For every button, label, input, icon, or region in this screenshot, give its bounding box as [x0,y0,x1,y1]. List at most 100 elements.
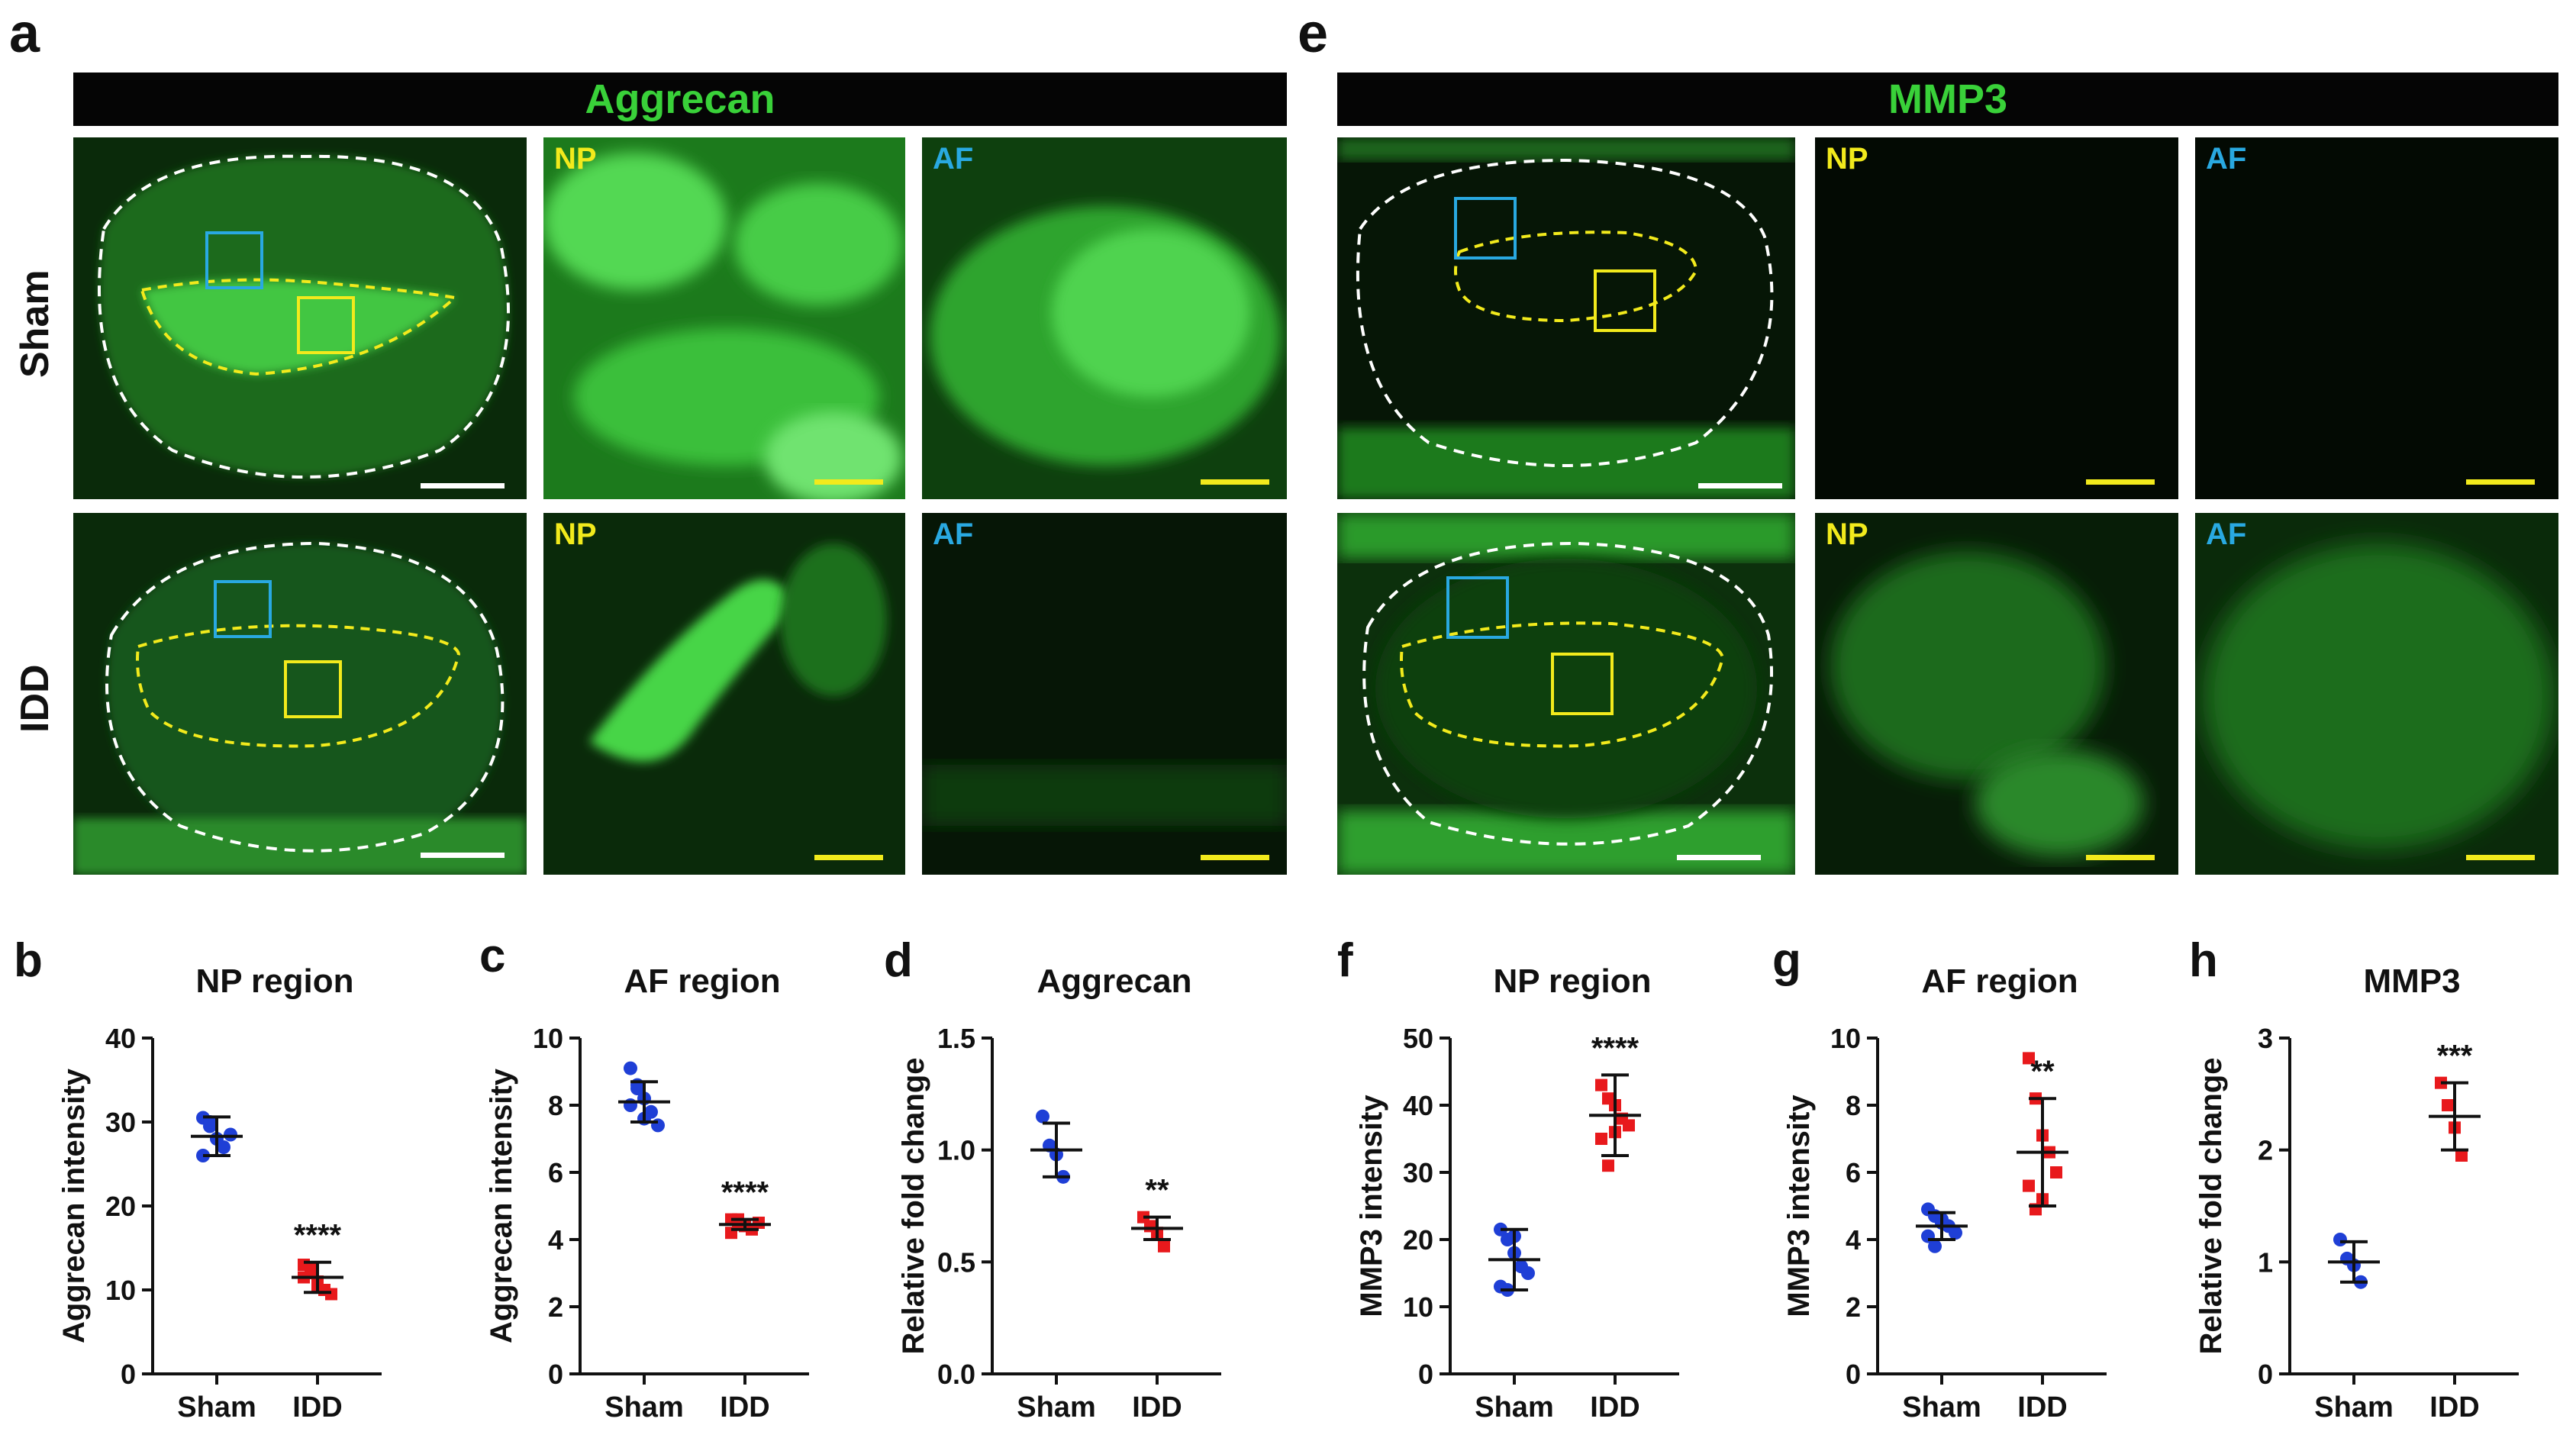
significance-label: **** [1591,1031,1639,1065]
y-axis-label: Relative fold change [897,1058,930,1355]
panel-label-f: f [1337,934,1353,987]
panel-label-e: e [1298,3,1329,64]
af-label: AF [2206,517,2247,551]
x-tick-label: Sham [1902,1391,1981,1423]
chart-f: NP region MMP3 intensity 0 10 20 30 40 50 Sham ID… [1343,946,1725,1423]
y-tick-label: 6 [1846,1157,1861,1188]
y-tick-label: 20 [105,1191,136,1222]
y-axis-label: MMP3 intensity [1782,1095,1816,1317]
mmp3-sham-np: NP [1815,137,2178,499]
x-tick-label: IDD [292,1391,342,1423]
y-tick-label: 0.0 [937,1359,975,1390]
y-tick-label: 2 [548,1291,563,1323]
y-tick-label: 30 [105,1107,136,1138]
sham-point [624,1061,637,1075]
panel-label-h: h [2189,934,2218,987]
mmp3-idd-af: AF [2195,513,2558,875]
np-label: NP [554,142,597,176]
y-tick-label: 4 [1846,1224,1861,1256]
chart-d: Aggrecan Relative fold change 0.0 0.5 1.0 1.5… [885,946,1267,1423]
x-tick-label: Sham [2314,1391,2393,1423]
x-tick-label: Sham [1475,1391,1553,1423]
np-label: NP [554,517,597,551]
significance-label: *** [2437,1040,2473,1073]
y-axis-label: MMP3 intensity [1355,1095,1388,1317]
sham-point [224,1127,237,1142]
y-tick-label: 2 [1846,1291,1861,1323]
af-label: AF [933,142,974,176]
chart-title: NP region [1493,962,1651,1000]
chart-title: AF region [1921,962,2078,1000]
y-tick-label: 0 [548,1359,563,1390]
x-tick-label: IDD [1132,1391,1182,1423]
chart-b: NP region Aggrecan intensity 0 10 20 30 40 Sham… [46,946,427,1423]
idd-point [2455,1149,2468,1162]
idd-point [2442,1099,2454,1111]
y-axis-label: Aggrecan intensity [57,1068,91,1343]
x-tick-label: Sham [1017,1391,1095,1423]
chart-title: AF region [624,962,780,1000]
y-tick-label: 8 [1846,1090,1861,1121]
y-tick-label: 4 [548,1224,563,1256]
significance-label: ** [1145,1174,1169,1207]
chart-c: AF region Aggrecan intensity 0 2 4 6 8 10 Sham ID… [473,946,855,1423]
sham-point [1928,1239,1942,1253]
y-tick-label: 0 [121,1359,136,1390]
aggrecan-idd-af: AF [922,513,1287,875]
idd-point [325,1288,337,1301]
x-tick-label: IDD [2429,1391,2479,1423]
y-tick-label: 6 [548,1157,563,1188]
y-tick-label: 50 [1403,1023,1433,1054]
aggrecan-idd-np: NP [543,513,905,875]
aggrecan-sham-overview [73,137,527,499]
np-label: NP [1826,142,1868,176]
mmp3-idd-np: NP [1815,513,2178,875]
sham-point [203,1115,217,1129]
x-tick-label: IDD [720,1391,769,1423]
y-tick-label: 2 [2258,1135,2273,1166]
chart-title: MMP3 [2363,962,2460,1000]
aggrecan-idd-overview [73,513,527,875]
y-tick-label: 40 [105,1023,136,1054]
chart-title: NP region [195,962,353,1000]
header-aggrecan: Aggrecan [73,73,1287,126]
af-label: AF [933,517,974,551]
mmp3-idd-overview [1337,513,1795,875]
aggrecan-sham-np: NP [543,137,905,499]
panel-label-a: a [9,3,40,64]
significance-label: **** [721,1176,769,1210]
chart-g: AF region MMP3 intensity 0 2 4 6 8 10 Sham IDD ** [1771,946,2152,1423]
af-label: AF [2206,142,2247,176]
y-tick-label: 8 [548,1090,563,1121]
y-tick-label: 0 [1846,1359,1861,1390]
y-tick-label: 1 [2258,1246,2273,1278]
sham-point [1949,1226,1962,1240]
panel-label-g: g [1772,934,1801,987]
aggrecan-sham-af: AF [922,137,1287,499]
mmp3-sham-af: AF [2195,137,2558,499]
y-tick-label: 10 [533,1023,563,1054]
panel-label-b: b [14,934,43,987]
idd-point [1595,1078,1607,1091]
y-tick-label: 10 [105,1275,136,1306]
mmp3-sham-overview [1337,137,1795,499]
panel-label-d: d [884,934,913,987]
y-axis-label: Aggrecan intensity [485,1068,518,1343]
y-tick-label: 30 [1403,1157,1433,1188]
y-tick-label: 1.0 [937,1135,975,1166]
np-label: NP [1826,517,1868,551]
y-tick-label: 10 [1830,1023,1861,1054]
x-tick-label: IDD [2017,1391,2067,1423]
sham-point [217,1140,231,1154]
idd-point [1158,1240,1170,1253]
panel-label-c: c [479,930,506,982]
y-tick-label: 20 [1403,1224,1433,1256]
x-tick-label: Sham [605,1391,683,1423]
sham-point [1521,1266,1535,1280]
chart-title: Aggrecan [1037,962,1192,1000]
chart-h: MMP3 Relative fold change 0 1 2 3 Sham IDD *** [2183,946,2565,1423]
y-axis-label: Relative fold change [2194,1058,2228,1355]
idd-point [2050,1166,2062,1178]
significance-label: ** [2030,1055,2055,1088]
idd-point [2023,1179,2035,1192]
